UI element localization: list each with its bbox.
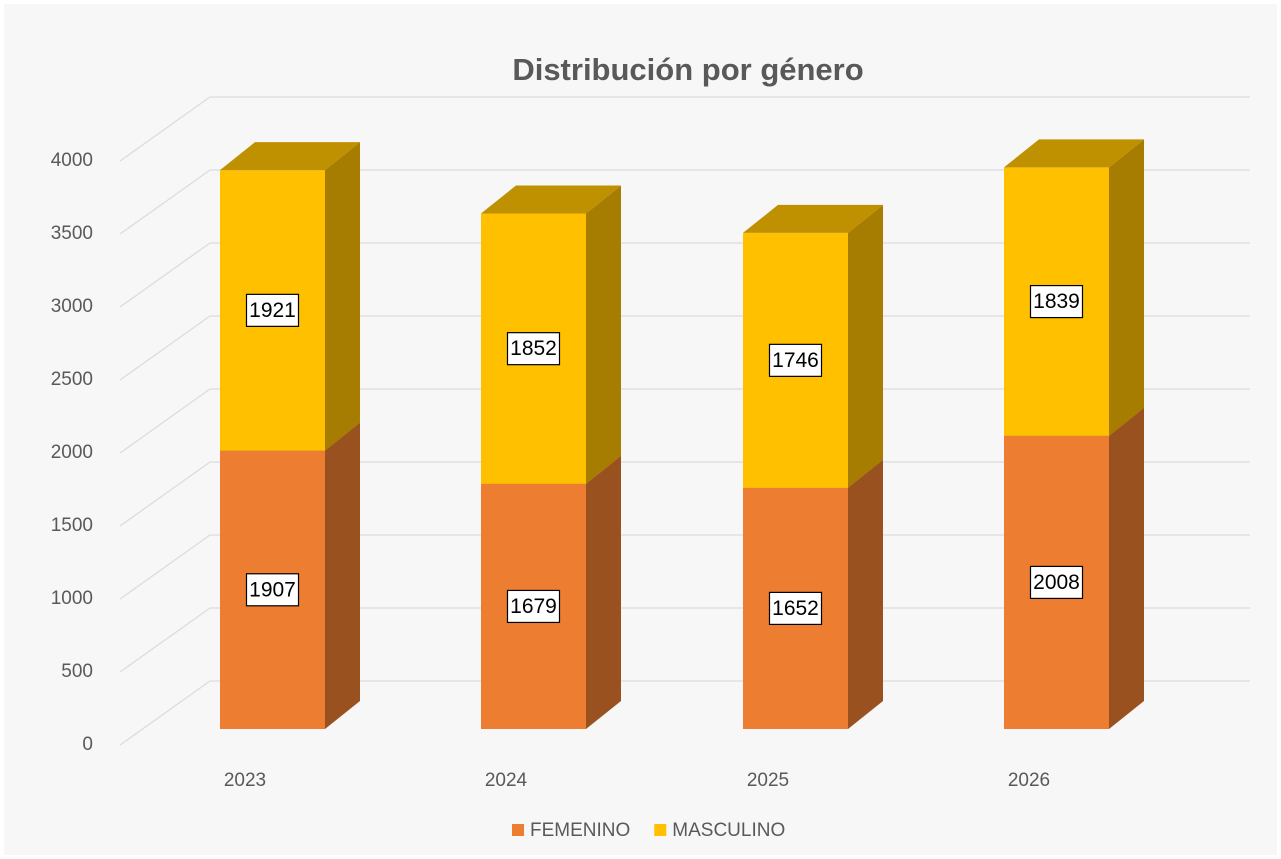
- bar-top: [1004, 139, 1144, 168]
- bar-side: [586, 455, 621, 729]
- y-tick-label: 0: [82, 734, 93, 755]
- bar-side: [848, 204, 883, 488]
- grid-line: [119, 461, 1250, 527]
- y-tick-label: 1500: [51, 515, 93, 536]
- y-tick-label: 2000: [51, 442, 93, 463]
- grid-line: [119, 534, 1250, 600]
- x-tick-label: 2024: [485, 770, 528, 791]
- grid-line: [119, 169, 1250, 235]
- data-label: 1652: [772, 597, 819, 620]
- data-label-box: [768, 343, 823, 377]
- legend-swatch: [512, 824, 524, 836]
- grid-line: [119, 388, 1250, 454]
- data-label-box: [506, 332, 561, 366]
- data-label-box: [768, 591, 823, 626]
- y-tick-label: 4000: [51, 150, 93, 171]
- bar-top: [481, 185, 621, 214]
- y-tick-label: 3500: [51, 223, 93, 244]
- bar-side: [325, 142, 360, 451]
- data-label: 1921: [249, 299, 296, 322]
- legend-label: MASCULINO: [672, 820, 785, 841]
- grid-line: [119, 96, 1250, 162]
- data-label: 2008: [1033, 571, 1080, 594]
- grid-line: [119, 315, 1250, 381]
- bar-side: [1109, 407, 1144, 729]
- x-tick-label: 2026: [1008, 770, 1050, 791]
- y-tick-label: 500: [61, 661, 93, 682]
- y-tick-label: 1000: [51, 588, 93, 609]
- legend-swatch: [654, 824, 667, 836]
- data-label-box: [506, 589, 561, 624]
- y-tick-label: 2500: [51, 369, 93, 390]
- legend-label: FEMENINO: [530, 820, 630, 841]
- bar-side: [325, 422, 360, 729]
- chart-title: Distribución por género: [512, 52, 863, 87]
- x-tick-label: 2023: [224, 770, 266, 791]
- data-label: 1746: [772, 349, 819, 372]
- y-tick-label: 3000: [51, 296, 93, 317]
- bar-top: [743, 204, 883, 233]
- grid-line: [119, 680, 1250, 746]
- data-label-box: [1029, 284, 1084, 319]
- bar-side: [848, 459, 883, 729]
- bar-top: [220, 142, 360, 171]
- data-label: 1852: [510, 337, 557, 360]
- data-label: 1907: [249, 578, 296, 601]
- bar-side: [1109, 139, 1144, 436]
- data-label: 1679: [510, 595, 557, 618]
- data-label: 1839: [1033, 290, 1080, 313]
- data-label-box: [245, 573, 300, 607]
- data-label-box: [1029, 565, 1084, 600]
- x-tick-label: 2025: [747, 770, 789, 791]
- data-label-box: [245, 293, 300, 327]
- grid-line: [119, 607, 1250, 673]
- bar-side: [586, 185, 621, 484]
- grid-line: [119, 242, 1250, 308]
